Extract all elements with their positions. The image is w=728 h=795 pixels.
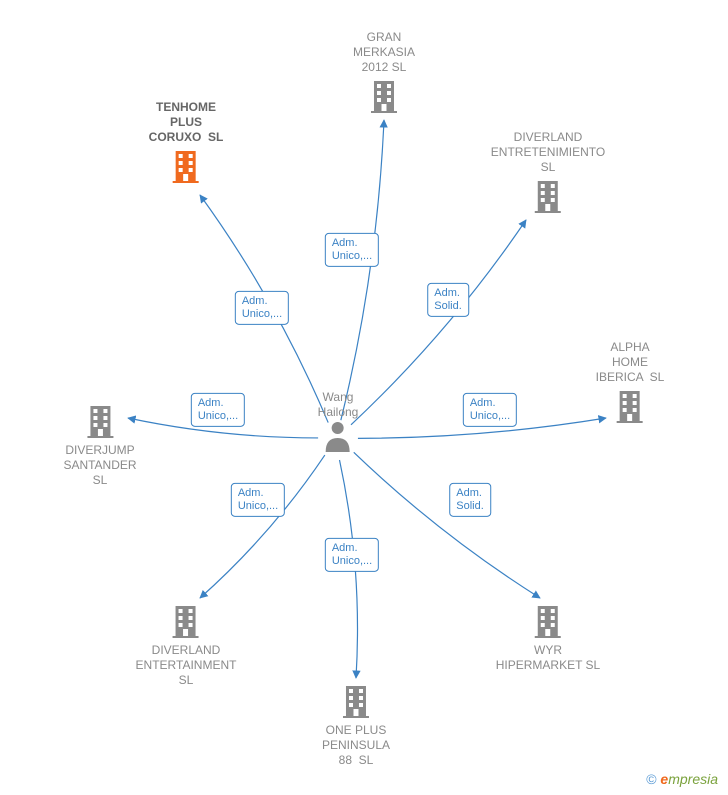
edge (354, 452, 540, 598)
company-label: ALPHA HOME IBERICA SL (596, 340, 665, 385)
company-node[interactable]: DIVERLAND ENTRETENIMIENTO SL (491, 130, 605, 218)
edge (341, 120, 384, 420)
edge-label: Adm. Unico,... (191, 393, 245, 427)
center-person-node[interactable]: Wang Hailong (318, 390, 359, 457)
edge-label: Adm. Unico,... (463, 393, 517, 427)
company-node[interactable]: ALPHA HOME IBERICA SL (596, 340, 665, 428)
edge-label: Adm. Unico,... (325, 538, 379, 572)
company-node[interactable]: TENHOME PLUS CORUXO SL (149, 100, 224, 188)
edge-label: Adm. Unico,... (231, 483, 285, 517)
edge-label: Adm. Unico,... (235, 291, 289, 325)
building-icon (491, 179, 605, 218)
building-icon (353, 79, 415, 118)
edge (200, 455, 325, 598)
building-icon (63, 404, 136, 443)
company-label: WYR HIPERMARKET SL (496, 643, 600, 673)
company-label: DIVERLAND ENTERTAINMENT SL (136, 643, 237, 688)
network-diagram: Wang Hailong GRAN MERKASIA 2012 SL TENHO… (0, 0, 728, 795)
company-label: ONE PLUS PENINSULA 88 SL (322, 723, 390, 768)
company-node[interactable]: ONE PLUS PENINSULA 88 SL (322, 680, 390, 768)
company-label: GRAN MERKASIA 2012 SL (353, 30, 415, 75)
building-icon (149, 149, 224, 188)
copyright-symbol: © (646, 771, 656, 787)
company-node[interactable]: WYR HIPERMARKET SL (496, 600, 600, 673)
footer-credit: © empresia (646, 771, 718, 787)
company-node[interactable]: DIVERJUMP SANTANDER SL (63, 400, 136, 488)
building-icon (496, 604, 600, 643)
brand-rest: mpresia (668, 771, 718, 787)
edge-label: Adm. Unico,... (325, 233, 379, 267)
company-node[interactable]: DIVERLAND ENTERTAINMENT SL (136, 600, 237, 688)
building-icon (596, 389, 665, 428)
person-icon (318, 420, 359, 457)
company-label: DIVERJUMP SANTANDER SL (63, 443, 136, 488)
edge-label: Adm. Solid. (427, 283, 469, 317)
building-icon (322, 684, 390, 723)
edge-label: Adm. Solid. (449, 483, 491, 517)
company-label: TENHOME PLUS CORUXO SL (149, 100, 224, 145)
center-label: Wang Hailong (318, 390, 359, 420)
building-icon (136, 604, 237, 643)
company-node[interactable]: GRAN MERKASIA 2012 SL (353, 30, 415, 118)
company-label: DIVERLAND ENTRETENIMIENTO SL (491, 130, 605, 175)
